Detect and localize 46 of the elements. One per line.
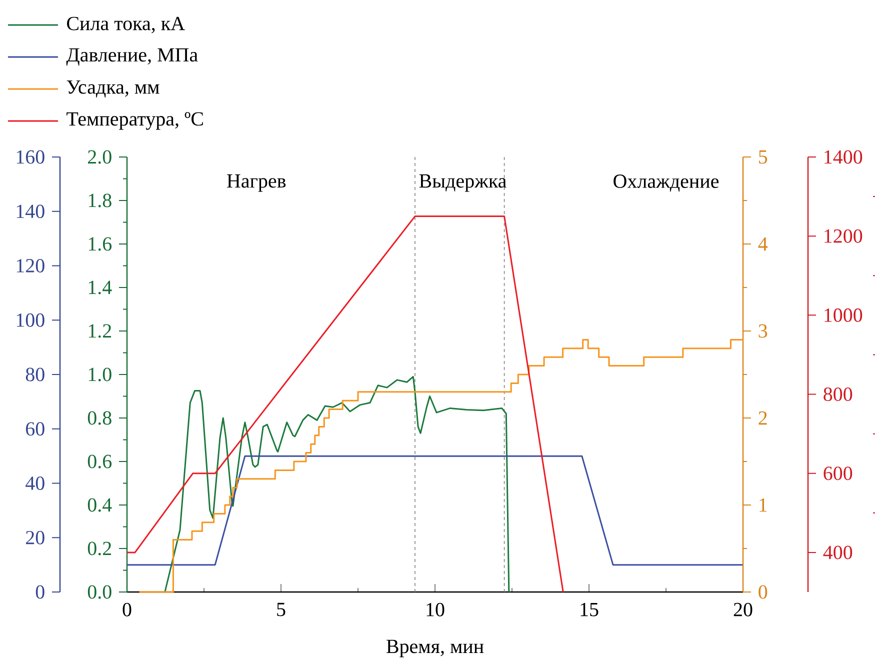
y-tick-label: 1.0 bbox=[88, 368, 112, 382]
annotation: Охлаждение bbox=[614, 174, 719, 192]
y2-tick-label: 80 bbox=[26, 368, 44, 382]
y-tick-label: 1.4 bbox=[88, 280, 112, 294]
legend-label: Сила тока, кА bbox=[67, 16, 185, 34]
y-tick-label: 2.0 bbox=[88, 150, 112, 164]
x-tick-label: 10 bbox=[426, 602, 444, 616]
legend-label: Давление, МПа bbox=[66, 48, 198, 66]
y-tick-label: 0.0 bbox=[88, 585, 112, 599]
y2-tick-label: 400 bbox=[823, 546, 852, 560]
y2-tick-label: 160 bbox=[16, 150, 44, 164]
legend-label: Усадка, мм bbox=[66, 80, 160, 98]
annotation: Выдержка bbox=[419, 174, 506, 192]
y2-tick-label: 0 bbox=[36, 585, 44, 599]
y2-tick-label: 20 bbox=[26, 530, 44, 544]
y2-tick-label: 600 bbox=[824, 466, 852, 480]
x-tick-label: 5 bbox=[277, 602, 286, 616]
y-tick-label: 1.2 bbox=[88, 324, 112, 338]
y2-tick-label: 1000 bbox=[824, 308, 862, 322]
y-tick-label: 1.8 bbox=[88, 194, 112, 208]
y2-tick-label: 140 bbox=[16, 204, 44, 218]
y-tick-label: 0.2 bbox=[88, 542, 112, 556]
y-tick-label: 4 bbox=[758, 237, 768, 251]
y-tick-label: 1 bbox=[760, 498, 767, 512]
line-series bbox=[164, 376, 510, 593]
y2-tick-label: 100 bbox=[16, 313, 44, 327]
y2-tick-label: 1200 bbox=[824, 229, 862, 243]
x-tick-label: 0 bbox=[122, 602, 132, 616]
y2-tick-label: 1400 bbox=[824, 150, 862, 164]
y-tick-label: 3 bbox=[758, 324, 768, 338]
x-axis-title: Время, мин bbox=[386, 640, 484, 658]
y2-tick-label: 40 bbox=[26, 476, 44, 490]
y2-tick-label: 120 bbox=[16, 259, 44, 272]
y-tick-label: 1.6 bbox=[88, 237, 112, 251]
y2-tick-label: 60 bbox=[26, 422, 44, 436]
legend-label: Температура, ºC bbox=[66, 112, 203, 130]
y-tick-label: 0 bbox=[758, 585, 768, 599]
x-tick-label: 15 bbox=[580, 602, 598, 616]
y2-tick-label: 800 bbox=[824, 388, 852, 402]
annotation: Нагрев bbox=[227, 174, 286, 192]
y-tick-label: 5 bbox=[759, 150, 768, 164]
y-tick-label: 0.6 bbox=[88, 454, 112, 468]
y-tick-label: 0.4 bbox=[88, 498, 112, 512]
y-tick-label: 0.8 bbox=[88, 411, 112, 425]
x-tick-label: 20 bbox=[734, 602, 752, 616]
y-tick-label: 2 bbox=[758, 411, 767, 425]
